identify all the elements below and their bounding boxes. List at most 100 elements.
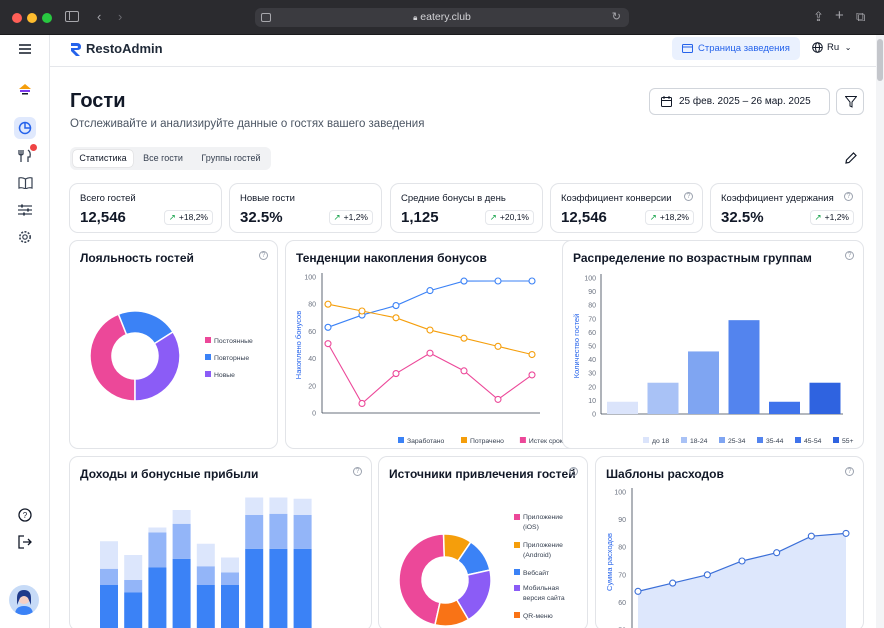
- logo-icon: [71, 43, 81, 56]
- bar: [607, 401, 638, 414]
- data-point: [807, 532, 815, 540]
- data-point: [358, 399, 366, 408]
- kpi-label: Коэффициент конверсии: [561, 193, 672, 204]
- forward-icon[interactable]: ›: [118, 9, 123, 24]
- data-point: [426, 326, 434, 334]
- bar-segment: [293, 498, 312, 515]
- help-icon[interactable]: ?: [569, 467, 578, 476]
- trend-up-icon: ↗: [333, 212, 341, 222]
- avatar[interactable]: [9, 585, 39, 615]
- bar-segment: [172, 558, 191, 628]
- legend-label: 35-44: [766, 438, 784, 445]
- data-point: [773, 549, 781, 557]
- scrollbar[interactable]: [876, 35, 884, 628]
- bar-segment: [293, 548, 312, 628]
- legend-label: Повторные: [214, 355, 249, 362]
- reload-icon[interactable]: ↻: [611, 11, 621, 23]
- bar-segment: [196, 585, 215, 628]
- y-tick-label: 90: [588, 289, 596, 296]
- sliders-icon[interactable]: [14, 199, 36, 221]
- legend-label: 18-24: [690, 438, 708, 445]
- tabs-overview-icon[interactable]: ⧉: [856, 9, 866, 24]
- data-point: [358, 307, 366, 315]
- trend-up-icon: ↗: [489, 212, 497, 222]
- language-selector[interactable]: Ru ⌄: [812, 41, 852, 55]
- kpi-card-retention: Коэффициент удержания ? 32.5% ↗ +1,2%: [710, 183, 863, 233]
- bar: [728, 320, 760, 414]
- trend-up-icon: ↗: [814, 212, 822, 222]
- tab-statistics[interactable]: Статистика: [73, 150, 133, 167]
- legend-label: Мобильная: [523, 584, 559, 592]
- data-point: [528, 277, 536, 285]
- bar: [647, 382, 679, 414]
- bar-segment: [269, 513, 288, 549]
- close-window-button[interactable]: [12, 13, 22, 23]
- legend-label: Потрачено: [470, 438, 504, 445]
- data-point: [528, 350, 536, 359]
- y-tick-label: 100: [304, 275, 316, 282]
- y-tick-label: 0: [592, 412, 596, 419]
- back-icon[interactable]: ‹: [97, 9, 102, 24]
- card-title: Доходы и бонусные прибыли: [80, 467, 259, 481]
- bar-segment: [124, 580, 143, 593]
- bar-segment: [269, 548, 288, 628]
- logout-icon[interactable]: [14, 531, 36, 553]
- data-point: [842, 529, 850, 537]
- filter-button[interactable]: [836, 88, 864, 115]
- help-icon[interactable]: ?: [259, 251, 268, 260]
- card-title: Лояльность гостей: [80, 251, 194, 265]
- legend-label: (Android): [523, 552, 551, 559]
- share-icon[interactable]: ⇪: [813, 9, 824, 24]
- kpi-value: 1,125: [401, 209, 439, 226]
- revenue-stacked-bar-chart: [100, 497, 312, 628]
- edit-icon[interactable]: [845, 152, 857, 164]
- help-icon[interactable]: ?: [845, 251, 854, 260]
- kpi-value: 12,546: [561, 209, 607, 226]
- minimize-window-button[interactable]: [27, 13, 37, 23]
- help-icon[interactable]: ?: [684, 192, 693, 201]
- kpi-value: 32.5%: [240, 209, 283, 226]
- bar-segment: [221, 572, 239, 585]
- y-tick-label: 70: [588, 316, 596, 323]
- donut-slice: [134, 330, 181, 402]
- y-tick-label: 60: [588, 330, 596, 337]
- kpi-card-avg-bonuses: Средние бонусы в день 1,125 ↗ +20,1%: [390, 183, 543, 233]
- new-tab-icon[interactable]: +: [835, 7, 844, 24]
- gear-icon[interactable]: [14, 226, 36, 248]
- tab-all-guests[interactable]: Все гости: [143, 153, 183, 163]
- data-point: [703, 571, 711, 579]
- data-point: [460, 334, 468, 342]
- y-tick-label: 80: [588, 303, 596, 310]
- legend-swatch: [514, 542, 520, 548]
- page-subtitle: Отслеживайте и анализируйте данные о гос…: [70, 118, 425, 130]
- url-text: eatery.club: [420, 11, 471, 23]
- card-icon: [682, 44, 693, 53]
- sidebar-toggle-icon[interactable]: [65, 11, 79, 22]
- kpi-change-badge: ↗ +18,2%: [163, 210, 213, 225]
- legend-label: Постоянные: [214, 338, 253, 345]
- loyalty-donut-chart: Постоянные Повторные Новые: [89, 310, 253, 402]
- svg-text:?: ?: [23, 511, 28, 520]
- menu-icon[interactable]: [14, 38, 36, 60]
- help-icon[interactable]: ?: [353, 467, 362, 476]
- y-axis-label: Количество гостей: [572, 314, 581, 379]
- book-icon[interactable]: [14, 172, 36, 194]
- help-icon[interactable]: ?: [844, 192, 853, 201]
- bar-segment: [221, 585, 239, 628]
- kpi-label: Новые гости: [240, 193, 295, 204]
- bar-segment: [221, 557, 239, 573]
- legend-label: (iOS): [523, 524, 539, 531]
- legend-label: Новые: [214, 372, 235, 379]
- address-bar[interactable]: 🔒︎ eatery.club ↻: [255, 8, 629, 27]
- maximize-window-button[interactable]: [42, 13, 52, 23]
- help-icon[interactable]: ?: [14, 504, 36, 526]
- tab-guest-groups[interactable]: Группы гостей: [201, 153, 261, 163]
- logo-icon: [14, 78, 36, 100]
- utensils-icon[interactable]: [14, 144, 37, 167]
- chart-pie-icon[interactable]: [14, 117, 36, 139]
- help-icon[interactable]: ?: [845, 467, 854, 476]
- data-point: [738, 557, 746, 565]
- legend-swatch: [205, 354, 211, 360]
- date-range-picker[interactable]: 25 фев. 2025 – 26 мар. 2025: [649, 88, 830, 115]
- venue-page-button[interactable]: Страница заведения: [672, 37, 800, 60]
